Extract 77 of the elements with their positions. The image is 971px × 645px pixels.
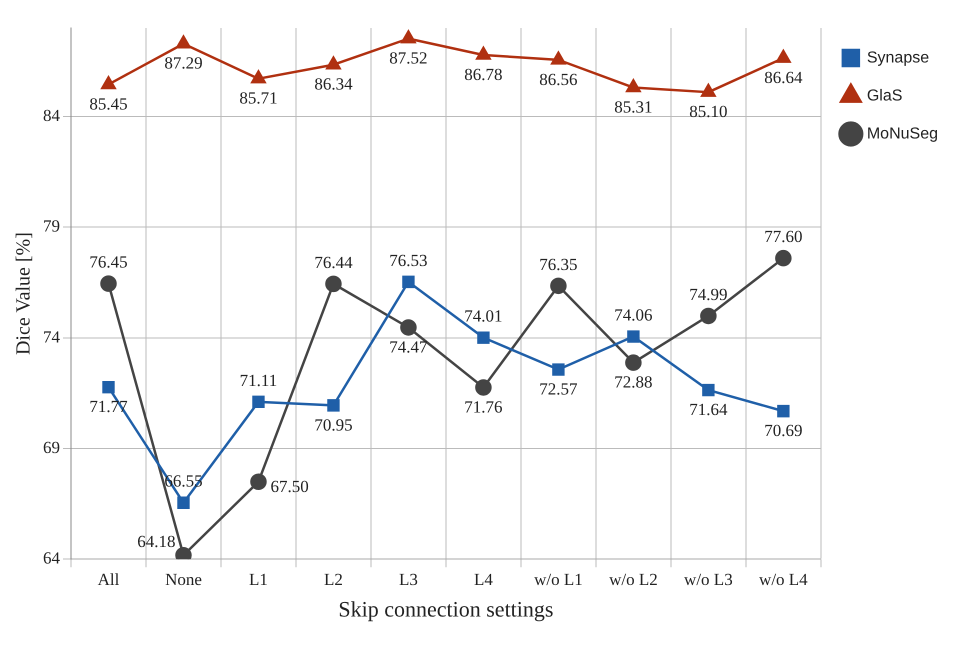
- point: [326, 56, 341, 70]
- data-label: 74.06: [614, 306, 653, 325]
- point: [702, 384, 715, 396]
- point: [250, 473, 267, 490]
- data-label: 76.35: [539, 254, 578, 274]
- data-label: 74.99: [689, 284, 728, 304]
- point: [776, 50, 791, 63]
- point: [402, 276, 415, 288]
- data-label: 64.18: [137, 532, 176, 552]
- data-label: 76.44: [314, 252, 354, 272]
- x-tick-label: w/o L1: [534, 570, 583, 589]
- y-tick-label: 79: [43, 216, 60, 236]
- point: [627, 330, 640, 343]
- data-label: 74.47: [389, 337, 428, 356]
- x-tick-label: L2: [324, 570, 343, 589]
- data-label: 85.71: [239, 88, 278, 108]
- point: [400, 319, 417, 336]
- data-label: 70.69: [764, 421, 802, 440]
- point: [475, 379, 492, 396]
- point: [102, 381, 115, 394]
- point: [777, 404, 790, 418]
- y-axis-title: Dice Value [%]: [12, 232, 34, 356]
- point: [100, 275, 117, 292]
- data-label: 87.52: [389, 48, 428, 68]
- x-tick-label: w/o L4: [759, 570, 808, 589]
- data-label: 72.88: [614, 372, 653, 392]
- data-label: 87.29: [164, 54, 203, 73]
- data-label: 74.01: [464, 306, 503, 326]
- legend-label: GlaS: [866, 87, 902, 104]
- y-tick-label: 84: [43, 106, 60, 125]
- x-tick-label: w/o L2: [609, 570, 658, 589]
- point: [176, 35, 191, 48]
- y-tick-label: 74: [43, 327, 60, 346]
- data-label: 86.78: [464, 64, 503, 84]
- point: [625, 354, 642, 371]
- point: [476, 46, 491, 60]
- point: [101, 76, 116, 90]
- point: [251, 70, 266, 84]
- point: [477, 331, 490, 344]
- data-label: 77.60: [764, 227, 802, 246]
- x-tick-label: None: [165, 570, 202, 589]
- point: [700, 308, 717, 324]
- y-tick-label: 64: [43, 548, 60, 568]
- data-label: 85.10: [689, 102, 728, 122]
- point: [327, 399, 340, 412]
- x-tick-label: L3: [398, 570, 418, 589]
- data-label: 70.95: [314, 415, 353, 434]
- data-label: 85.31: [614, 98, 653, 117]
- legend-label: Synapse: [866, 49, 930, 66]
- x-tick-label: All: [98, 570, 120, 589]
- point: [775, 250, 792, 266]
- data-label: 71.64: [689, 400, 728, 420]
- data-label: 76.53: [389, 250, 428, 270]
- point: [550, 278, 567, 294]
- data-label: 72.57: [539, 379, 578, 398]
- point: [701, 84, 716, 97]
- point: [325, 276, 342, 292]
- x-tick-label: w/o L3: [684, 570, 733, 589]
- data-label: 71.11: [240, 370, 278, 390]
- point: [626, 79, 641, 92]
- data-label: 86.64: [764, 68, 803, 88]
- y-tick-label: 69: [43, 438, 60, 457]
- data-label: 85.45: [89, 94, 128, 114]
- data-label: 86.34: [314, 74, 354, 94]
- data-label: 71.76: [464, 397, 503, 416]
- point: [401, 30, 416, 44]
- point: [552, 363, 565, 376]
- data-label: 76.45: [89, 252, 128, 272]
- data-label: 86.56: [539, 70, 578, 89]
- point: [177, 496, 190, 509]
- point: [551, 52, 566, 65]
- legend-label: MoNuSeg: [866, 125, 938, 142]
- x-tick-label: L1: [249, 570, 268, 589]
- x-tick-label: L4: [474, 570, 494, 589]
- data-label: 67.50: [270, 477, 309, 496]
- x-axis-title: Skip connection settings: [338, 596, 554, 622]
- point: [252, 396, 265, 408]
